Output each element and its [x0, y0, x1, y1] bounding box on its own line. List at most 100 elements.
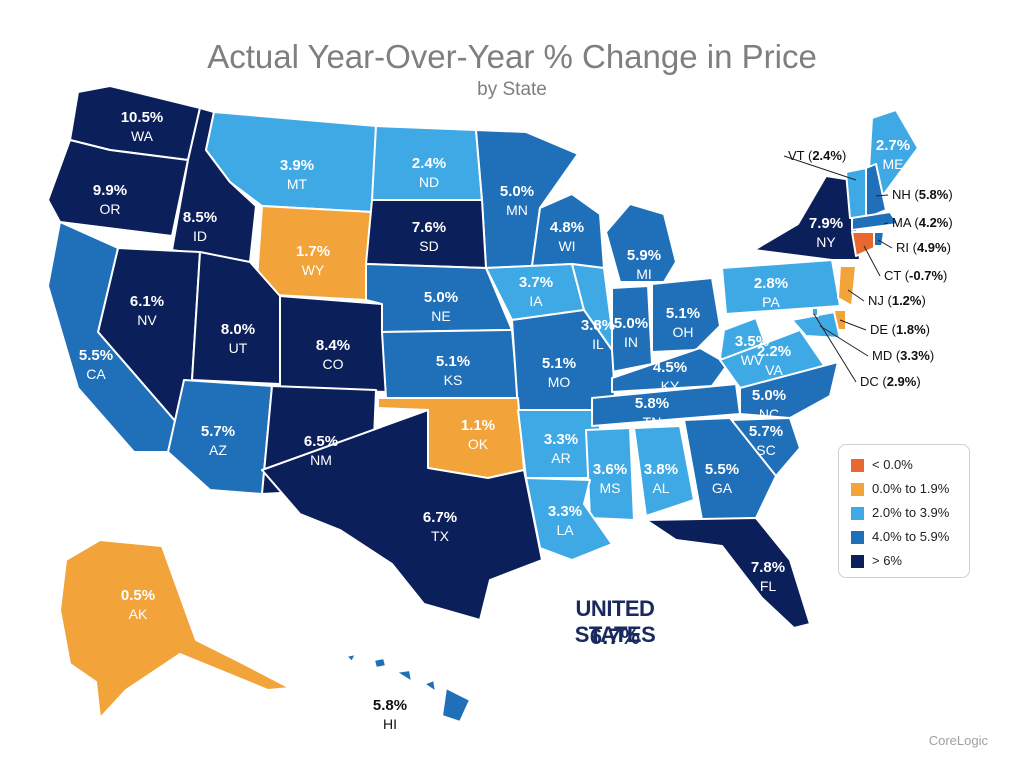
state-ri — [873, 231, 885, 247]
state-abbr-tx: TX — [431, 528, 450, 544]
legend-item: 4.0% to 5.9% — [851, 529, 949, 549]
callout-nh: NH (5.8%) — [892, 187, 953, 202]
state-az — [167, 379, 273, 495]
state-nh — [865, 163, 887, 219]
state-abbr-ia: IA — [529, 293, 543, 309]
state-abbr-hi: HI — [383, 716, 397, 732]
state-abbr-ar: AR — [551, 450, 570, 466]
state-abbr-sd: SD — [419, 238, 438, 254]
state-labels: 10.5% WA 9.9% OR 8.5% ID 3.9% MT 2.4% ND 5.0% MN 4.8… — [79, 109, 910, 732]
state-value-mo: 5.1% — [542, 355, 576, 372]
callout-md: MD (3.3%) — [872, 348, 934, 363]
state-abbr-mo: MO — [548, 374, 571, 390]
leader-line-dc — [813, 313, 857, 383]
source-credit: CoreLogic — [928, 733, 988, 748]
state-abbr-ca: CA — [86, 366, 106, 382]
state-value-ny: 7.9% — [809, 215, 843, 232]
state-abbr-la: LA — [556, 522, 574, 538]
leader-line-de — [839, 319, 867, 331]
legend-swatch — [851, 507, 864, 521]
state-abbr-tn: TN — [643, 414, 662, 430]
state-abbr-wy: WY — [302, 262, 325, 278]
state-value-oh: 5.1% — [666, 305, 700, 322]
state-ak — [59, 539, 291, 719]
state-shapes — [47, 85, 919, 723]
state-value-la: 3.3% — [548, 503, 582, 520]
state-abbr-ga: GA — [712, 480, 733, 496]
state-abbr-sc: SC — [756, 442, 775, 458]
state-value-az: 5.7% — [201, 423, 235, 440]
state-fl — [645, 517, 811, 629]
state-abbr-or: OR — [100, 201, 121, 217]
leader-line-vt — [783, 155, 857, 181]
state-mi — [605, 203, 677, 283]
map-subtitle: by State — [477, 79, 547, 100]
leader-line-nj — [847, 289, 865, 302]
state-abbr-al: AL — [652, 480, 669, 496]
state-value-co: 8.4% — [316, 337, 350, 354]
state-value-ky: 4.5% — [653, 359, 687, 376]
state-ky — [611, 347, 729, 393]
state-abbr-nm: NM — [310, 452, 332, 468]
state-value-fl: 7.8% — [751, 559, 785, 576]
leader-line-md — [819, 325, 869, 357]
state-value-ar: 3.3% — [544, 431, 578, 448]
state-abbr-nd: ND — [419, 174, 439, 190]
state-abbr-nc: NC — [759, 406, 779, 422]
state-value-ga: 5.5% — [705, 461, 739, 478]
state-abbr-pa: PA — [762, 294, 780, 310]
callout-ma: MA (4.2%) — [892, 215, 953, 230]
state-value-mn: 5.0% — [500, 183, 534, 200]
callout-leader-lines — [783, 155, 893, 383]
state-abbr-az: AZ — [209, 442, 227, 458]
leader-line-ri — [877, 239, 893, 249]
state-value-wy: 1.7% — [296, 243, 330, 260]
state-value-wv: 3.5% — [735, 333, 769, 350]
state-hi — [345, 653, 471, 723]
state-ma — [851, 211, 899, 231]
state-abbr-oh: OH — [673, 324, 694, 340]
state-value-mi: 5.9% — [627, 247, 661, 264]
legend-item: 2.0% to 3.9% — [851, 505, 949, 525]
state-value-nv: 6.1% — [130, 293, 164, 310]
state-abbr-mn: MN — [506, 202, 528, 218]
state-tx — [261, 409, 543, 621]
state-abbr-me: ME — [883, 156, 904, 172]
legend-swatch — [851, 483, 864, 497]
state-nj — [837, 265, 857, 307]
state-abbr-ky: KY — [661, 378, 680, 394]
map-title: Actual Year-Over-Year % Change in Price — [207, 38, 817, 75]
state-value-ut: 8.0% — [221, 321, 255, 338]
state-value-mt: 3.9% — [280, 157, 314, 174]
state-value-sc: 5.7% — [749, 423, 783, 440]
legend-item: > 6% — [851, 553, 902, 573]
state-value-va: 2.2% — [757, 343, 791, 360]
callout-nj: NJ (1.2%) — [868, 293, 926, 308]
legend-label: > 6% — [872, 553, 902, 568]
legend-item: < 0.0% — [851, 457, 913, 477]
state-value-nd: 2.4% — [412, 155, 446, 172]
leader-line-nh — [875, 194, 889, 197]
state-value-in: 5.0% — [614, 315, 648, 332]
legend-swatch — [851, 459, 864, 473]
legend-label: 4.0% to 5.9% — [872, 529, 950, 544]
callout-de: DE (1.8%) — [870, 322, 930, 337]
legend-swatch — [851, 555, 864, 569]
state-value-tx: 6.7% — [423, 509, 457, 526]
state-value-ca: 5.5% — [79, 347, 113, 364]
callout-vt: VT (2.4%) — [788, 148, 846, 163]
legend-label: 0.0% to 1.9% — [872, 481, 950, 496]
state-abbr-va: VA — [765, 362, 783, 378]
state-abbr-ny: NY — [816, 234, 836, 250]
legend-label: < 0.0% — [872, 457, 913, 472]
state-abbr-ok: OK — [468, 436, 489, 452]
state-pa — [721, 259, 841, 315]
state-value-ok: 1.1% — [461, 417, 495, 434]
state-value-ms: 3.6% — [593, 461, 627, 478]
state-value-me: 2.7% — [876, 137, 910, 154]
state-abbr-mi: MI — [636, 266, 652, 282]
state-abbr-wv: WV — [741, 352, 764, 368]
state-value-ks: 5.1% — [436, 353, 470, 370]
state-ny — [753, 175, 861, 261]
state-value-nm: 6.5% — [304, 433, 338, 450]
